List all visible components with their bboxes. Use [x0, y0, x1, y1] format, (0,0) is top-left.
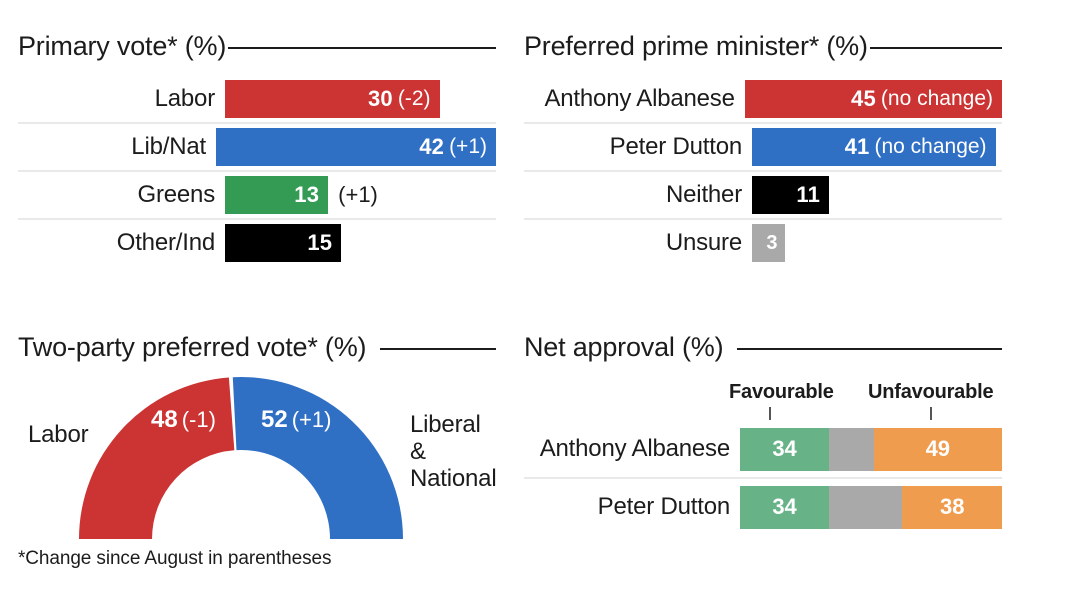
- bar-value-albanese: 45: [851, 86, 876, 111]
- gauge-label-labor: Labor: [28, 421, 89, 448]
- table-row: Labor 30 (-2): [18, 76, 496, 124]
- table-row: Peter Dutton 41 (no change): [524, 124, 1002, 172]
- header-rule: [380, 348, 496, 350]
- gauge-change-labor: (-1): [181, 407, 216, 432]
- bar-albanese: 45 (no change): [744, 80, 1002, 118]
- bar-greens: 13: [225, 176, 329, 214]
- row-label-approval-albanese: Anthony Albanese: [539, 435, 731, 462]
- gauge-label-coalition-line2: National: [410, 465, 497, 492]
- table-row: Greens 13 (+1): [18, 172, 496, 220]
- segment-neutral-albanese: [829, 427, 874, 471]
- bar-change-libnat: (+1): [449, 135, 487, 158]
- table-row: Lib/Nat 42 (+1): [18, 124, 496, 172]
- segment-unfavourable-albanese: 49: [873, 427, 1002, 471]
- bar-value-other-ind: 15: [307, 230, 333, 255]
- segment-unfavourable-dutton: 38: [902, 485, 1002, 529]
- row-label-albanese: Anthony Albanese: [544, 85, 735, 112]
- column-header-favourable: Favourable: [729, 381, 834, 403]
- panel-net-approval: Net approval (%) Favourable Unfavourable…: [524, 327, 1002, 535]
- bar-unsure: 3: [752, 224, 785, 262]
- bar-dutton: 41 (no change): [752, 128, 996, 166]
- bar-value-unsure: 3: [766, 231, 778, 254]
- bar-neither: 11: [752, 176, 830, 214]
- row-label-libnat: Lib/Nat: [131, 133, 206, 160]
- gauge-arc-labor: [79, 377, 235, 539]
- bar-change-greens: (+1): [338, 182, 378, 207]
- panel-two-party-header: Two-party preferred vote* (%): [18, 327, 496, 367]
- table-row: Neither 11: [524, 172, 1002, 220]
- page-title-preferred-pm: Preferred prime minister* (%): [524, 30, 868, 61]
- row-label-unsure: Unsure: [665, 229, 742, 256]
- stacked-bar-albanese: 34 49: [740, 427, 1002, 471]
- bar-other-ind: 15: [225, 224, 342, 262]
- column-tick-favourable: [769, 407, 771, 420]
- gauge-value-coalition: 52 (+1): [261, 406, 331, 434]
- table-row: Peter Dutton 34 38: [524, 479, 1002, 535]
- panel-primary-vote-header: Primary vote* (%): [18, 26, 496, 66]
- bar-value-labor: 30: [367, 86, 393, 111]
- header-rule: [737, 348, 1002, 350]
- table-row: Other/Ind 15: [18, 220, 496, 266]
- footnote: *Change since August in parentheses: [18, 548, 332, 569]
- panel-preferred-prime-minister: Preferred prime minister* (%) Anthony Al…: [524, 26, 1002, 266]
- gauge-label-coalition: Liberal & National: [410, 411, 497, 492]
- panel-net-approval-header: Net approval (%): [524, 327, 1002, 367]
- two-party-gauge: Labor Liberal & National 48 (-1) 52 (+1): [18, 373, 497, 558]
- row-label-neither: Neither: [666, 181, 742, 208]
- header-rule: [869, 47, 1002, 49]
- bar-libnat: 42 (+1): [215, 128, 496, 166]
- row-label-greens: Greens: [137, 181, 215, 208]
- page-title-net-approval: Net approval (%): [524, 331, 724, 362]
- bar-value-libnat: 42: [419, 134, 445, 159]
- panel-preferred-pm-header: Preferred prime minister* (%): [524, 26, 1002, 66]
- header-rule: [228, 47, 496, 49]
- gauge-value-labor-number: 48: [151, 406, 178, 433]
- gauge-value-coalition-number: 52: [261, 406, 288, 433]
- table-row: Unsure 3: [524, 220, 1002, 266]
- stacked-bar-dutton: 34 38: [740, 485, 1002, 529]
- row-label-other-ind: Other/Ind: [116, 229, 215, 256]
- column-tick-unfavourable: [930, 407, 932, 420]
- gauge-label-coalition-line1: Liberal &: [410, 411, 481, 465]
- row-label-dutton: Peter Dutton: [609, 133, 743, 160]
- net-approval-column-headers: Favourable Unfavourable: [524, 379, 1002, 421]
- table-row: Anthony Albanese 34 49: [524, 421, 1002, 479]
- page-title-two-party: Two-party preferred vote* (%): [18, 331, 367, 362]
- gauge-value-labor: 48 (-1): [151, 406, 216, 434]
- bar-value-greens: 13: [294, 182, 320, 207]
- gauge-arc-coalition: [232, 377, 403, 539]
- gauge-svg: [79, 377, 403, 539]
- bar-labor: 30 (-2): [225, 80, 440, 118]
- gauge-change-coalition: (+1): [291, 407, 332, 432]
- segment-favourable-albanese: 34: [740, 427, 830, 471]
- segment-favourable-dutton: 34: [740, 485, 830, 529]
- bar-value-dutton: 41: [844, 134, 870, 159]
- table-row: Anthony Albanese 45 (no change): [524, 76, 1002, 124]
- panel-two-party-preferred: Two-party preferred vote* (%) Labor Libe…: [18, 327, 497, 558]
- page-title-primary-vote: Primary vote* (%): [18, 30, 227, 61]
- bar-change-dutton: (no change): [874, 135, 987, 158]
- row-label-labor: Labor: [154, 85, 216, 112]
- segment-neutral-dutton: [829, 485, 903, 529]
- panel-primary-vote: Primary vote* (%) Labor 30 (-2) Lib/Nat …: [18, 26, 496, 266]
- primary-vote-rows: Labor 30 (-2) Lib/Nat 42 (+1) Greens 13 …: [18, 76, 496, 266]
- bar-value-neither: 11: [796, 182, 821, 207]
- preferred-pm-rows: Anthony Albanese 45 (no change) Peter Du…: [524, 76, 1002, 266]
- row-label-approval-dutton: Peter Dutton: [597, 493, 731, 520]
- bar-change-labor: (-2): [397, 87, 431, 110]
- bar-change-albanese: (no change): [880, 87, 993, 110]
- column-header-unfavourable: Unfavourable: [868, 381, 994, 403]
